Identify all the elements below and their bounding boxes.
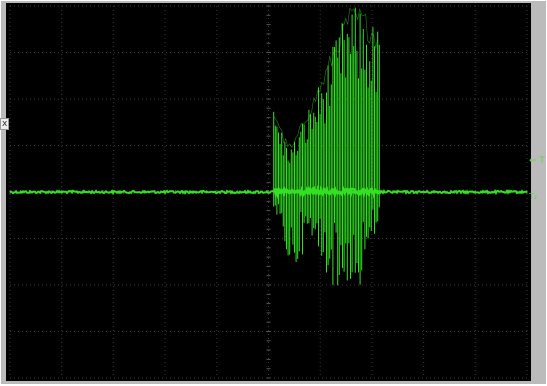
trigger-level-label: ← T — [529, 156, 545, 166]
baseline-trace — [9, 189, 528, 196]
burst-baseline-band — [272, 184, 380, 200]
left-marker-label: x — [0, 118, 10, 130]
channel-label: T₂ — [529, 192, 538, 201]
burst-envelope — [273, 7, 378, 148]
signal-trace — [9, 7, 528, 286]
